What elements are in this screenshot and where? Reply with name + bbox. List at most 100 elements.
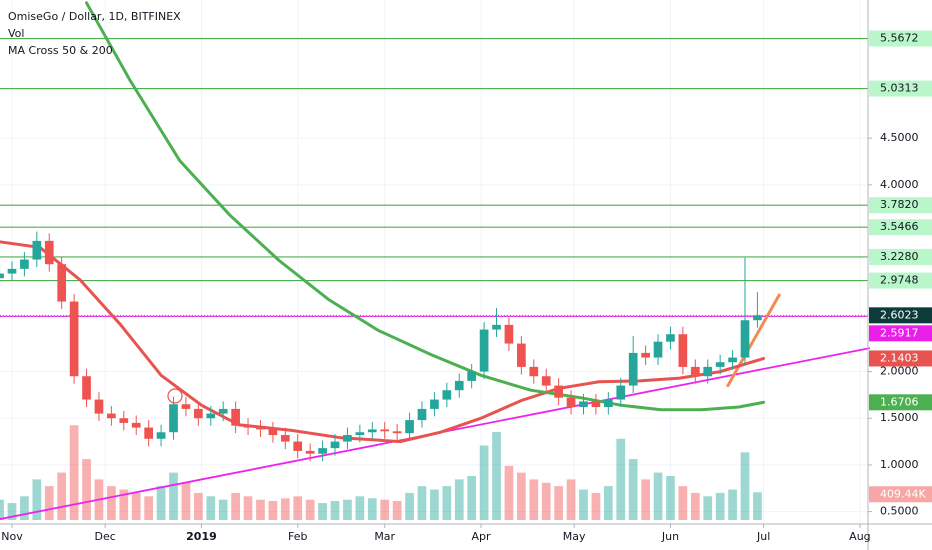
- candle-body: [715, 362, 725, 367]
- ma-label-box: [869, 350, 932, 367]
- volume-bar: [703, 496, 713, 520]
- volume-bar: [690, 492, 700, 520]
- candle-body: [218, 408, 228, 414]
- volume-bar: [380, 499, 390, 520]
- volume-bar: [740, 452, 750, 520]
- level-label: 3.5466: [880, 220, 919, 233]
- last-price-label: 2.6023: [880, 308, 919, 321]
- volume-bar: [206, 496, 216, 520]
- level-label-box: [869, 248, 932, 265]
- volume-bar: [0, 499, 4, 520]
- x-tick-label: Aug: [849, 530, 870, 543]
- candle-body: [591, 401, 601, 408]
- candle-body: [541, 376, 551, 386]
- level-label: 3.7820: [880, 198, 919, 211]
- plot-area: [0, 0, 871, 524]
- volume-bar: [678, 486, 688, 520]
- volume-bar: [119, 489, 129, 520]
- candle-body: [554, 385, 563, 398]
- volume-bar: [405, 492, 414, 520]
- annotation-circle: [167, 388, 183, 404]
- volume-bar: [628, 459, 638, 520]
- candle-body: [454, 380, 464, 391]
- candle-body: [44, 240, 54, 265]
- x-tick-label: Apr: [471, 530, 491, 543]
- volume-bar: [454, 479, 464, 520]
- y-tick-label: 1.5000: [880, 411, 919, 424]
- candle-body: [280, 435, 290, 442]
- level-label: 3.2280: [880, 250, 919, 263]
- volume-bar: [579, 489, 588, 520]
- candle-body: [417, 408, 427, 421]
- indicator-label: MA Cross 50 & 200: [8, 44, 113, 57]
- volume-bar: [169, 472, 178, 520]
- candle-body: [57, 264, 67, 302]
- volume-bar: [144, 496, 154, 520]
- volume-bar: [566, 479, 576, 520]
- candle-body: [529, 366, 539, 377]
- candle-body: [32, 240, 42, 260]
- chart-title: OmiseGo / Dollar, 1D, BITFINEX: [8, 10, 181, 23]
- level-label-box: [869, 197, 932, 214]
- volume-bar: [280, 498, 290, 520]
- volume-bar: [330, 501, 340, 520]
- candle-body: [653, 341, 663, 358]
- volume-label: 409.44K: [880, 487, 926, 500]
- volume-bar: [715, 492, 725, 520]
- last-price-label-box: [869, 307, 932, 324]
- volume-bar: [343, 499, 352, 520]
- y-tick-label: 4.5000: [880, 131, 919, 144]
- volume-bar: [256, 499, 265, 520]
- ma-label-box: [869, 394, 932, 411]
- candle-body: [603, 399, 613, 408]
- candle-body: [678, 334, 688, 367]
- y-tick-label: 0.5000: [880, 505, 919, 518]
- volume-bar: [517, 472, 526, 520]
- level-label: 2.5917: [880, 326, 919, 339]
- level-label-box: [869, 30, 932, 47]
- volume-bar: [430, 489, 439, 520]
- candle-body: [20, 259, 29, 269]
- candle-body: [442, 390, 452, 400]
- candle-body: [305, 450, 315, 454]
- volume-bar: [156, 486, 166, 520]
- candle-body: [243, 425, 253, 428]
- candle-body: [467, 371, 477, 381]
- moving-average: [85, 1, 766, 412]
- candle-body: [430, 399, 439, 409]
- volume-bar: [554, 486, 563, 520]
- x-tick-label: 2019: [186, 530, 217, 543]
- volume-bar: [32, 479, 42, 520]
- volume-bar: [666, 476, 675, 520]
- candle-body: [740, 320, 750, 358]
- volume-bar: [131, 492, 141, 520]
- candle-body: [318, 448, 327, 454]
- candle-body: [753, 315, 762, 321]
- ma-label: 1.6706: [880, 395, 919, 408]
- level-label-box: [869, 80, 932, 97]
- candle-body: [119, 418, 129, 423]
- volume-bar: [653, 472, 663, 520]
- level-label: 2.9748: [880, 274, 919, 287]
- candle-body: [231, 408, 240, 426]
- candle-body: [206, 413, 216, 419]
- volume-bar: [82, 459, 91, 520]
- candle-body: [355, 432, 365, 436]
- candle-body: [131, 422, 141, 428]
- volume-bar: [541, 482, 551, 520]
- candle-body: [7, 268, 17, 274]
- candle-body: [82, 376, 91, 400]
- candle-body: [703, 366, 713, 377]
- candle-body: [293, 441, 303, 451]
- volume-label-box: [869, 486, 932, 503]
- candle-body: [566, 397, 576, 408]
- volume-bar: [318, 503, 327, 520]
- candle-body: [492, 324, 501, 330]
- level-label-box: [869, 325, 932, 342]
- candle-body: [641, 352, 650, 358]
- candle-body: [405, 420, 414, 434]
- volume-bar: [467, 476, 477, 520]
- level-label-box: [869, 219, 932, 236]
